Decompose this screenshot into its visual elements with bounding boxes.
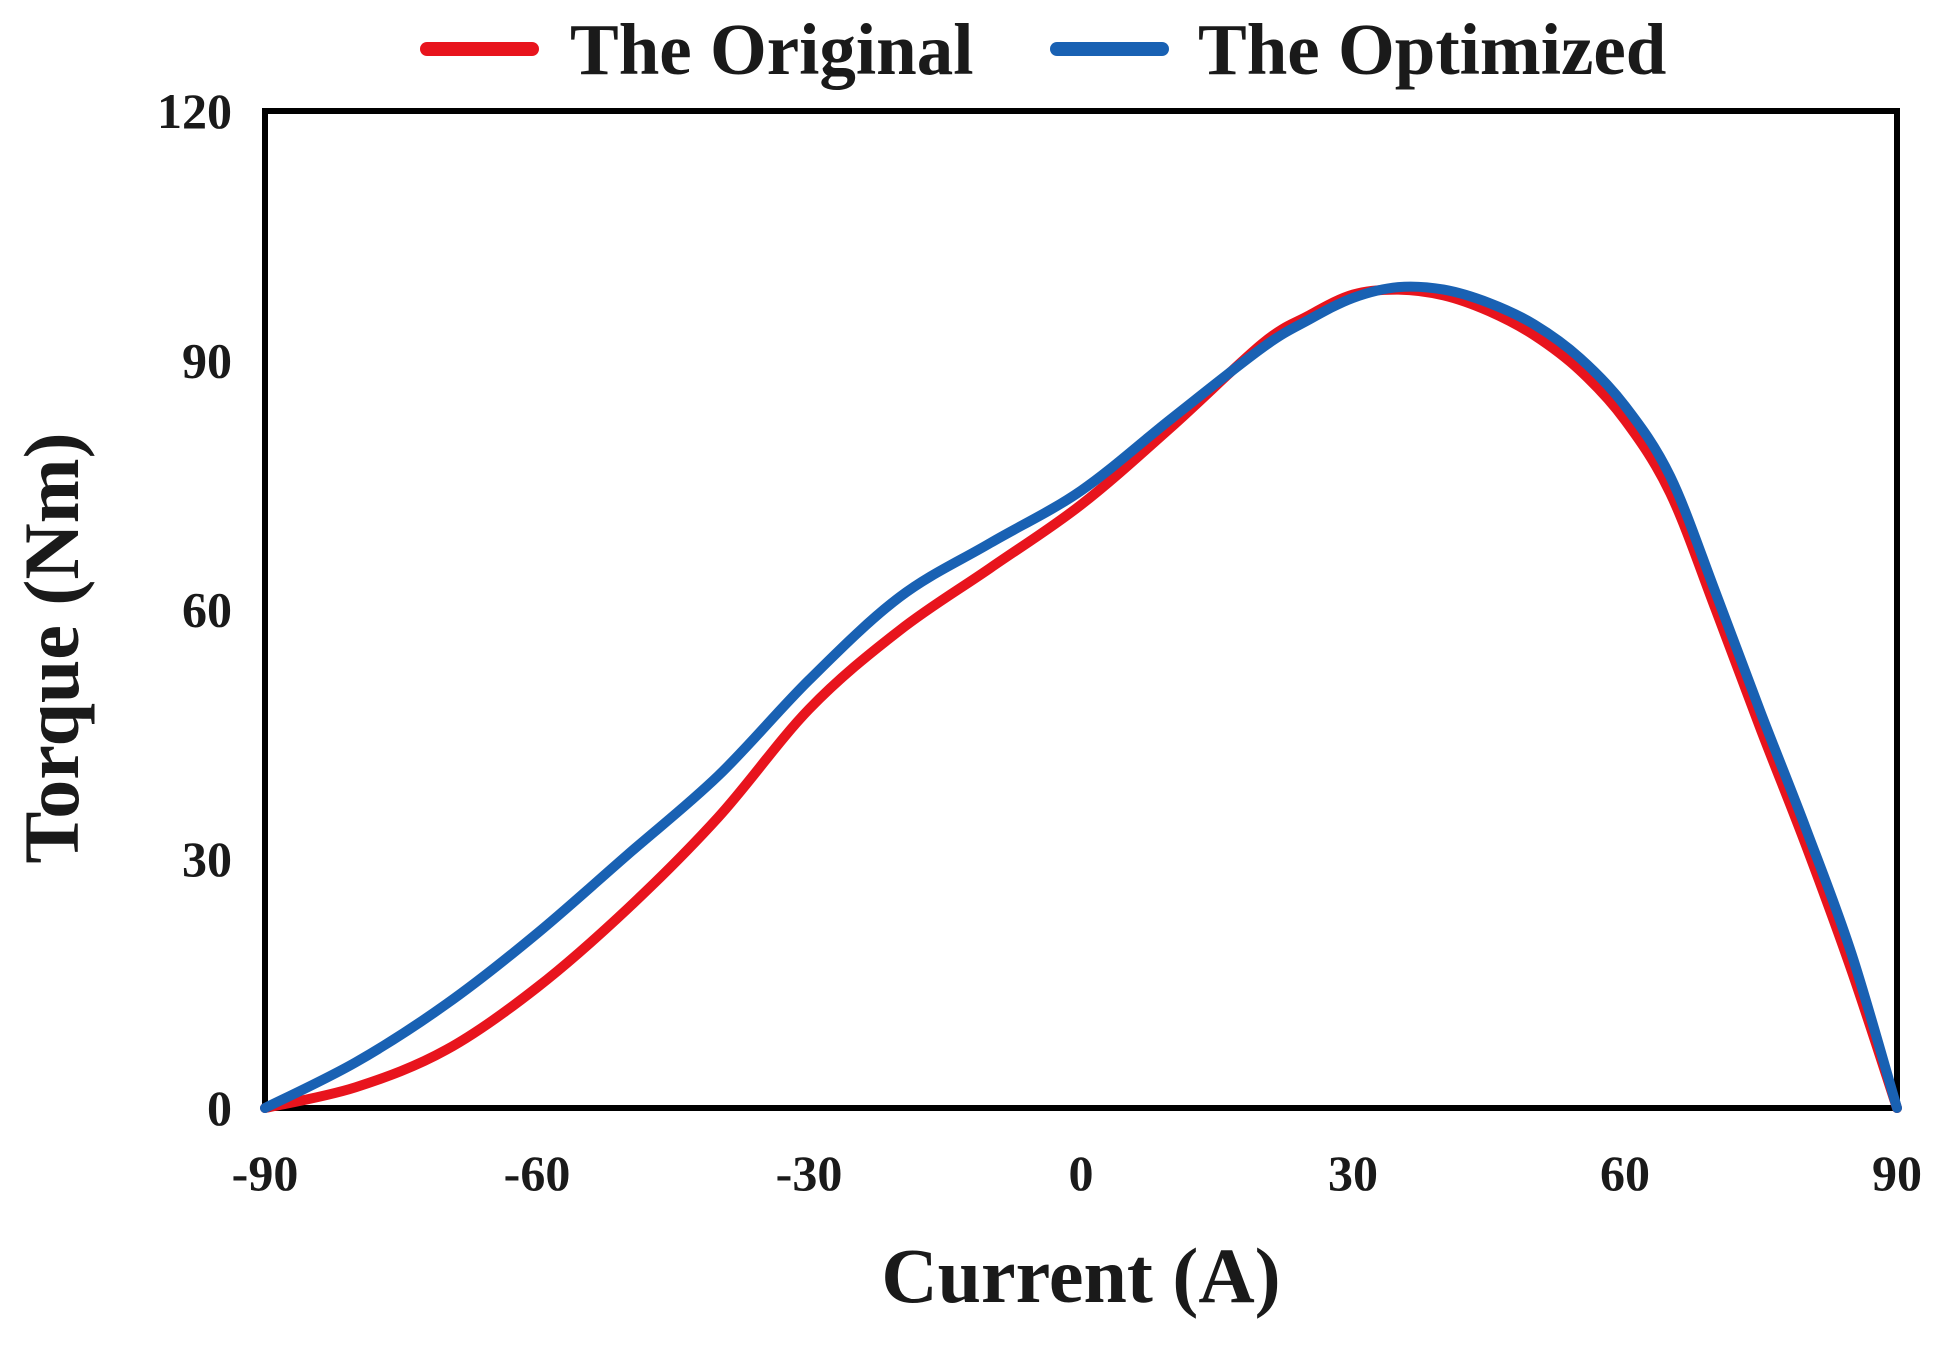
y-axis-title: Torque (Nm) bbox=[8, 432, 95, 863]
y-tick-labels: 0 30 60 90 120 bbox=[157, 83, 232, 1136]
legend-label-optimized: The Optimized bbox=[1198, 9, 1666, 90]
x-axis-title: Current (A) bbox=[881, 1232, 1280, 1319]
x-tick-label: 60 bbox=[1600, 1145, 1650, 1201]
x-tick-label: 30 bbox=[1328, 1145, 1378, 1201]
plot-area-border bbox=[262, 108, 1900, 1111]
x-tick-label: -30 bbox=[776, 1145, 843, 1201]
legend-label-original: The Original bbox=[570, 9, 974, 90]
y-tick-label: 30 bbox=[182, 831, 232, 887]
y-tick-label: 90 bbox=[182, 332, 232, 388]
x-tick-label: 90 bbox=[1872, 1145, 1922, 1201]
y-tick-label: 60 bbox=[182, 582, 232, 638]
series-line-optimized bbox=[260, 281, 1902, 1113]
x-tick-label: -90 bbox=[232, 1145, 299, 1201]
x-tick-labels: -90 -60 -30 0 30 60 90 bbox=[232, 1145, 1922, 1201]
x-tick-label: -60 bbox=[504, 1145, 571, 1201]
x-tick-label: 0 bbox=[1069, 1145, 1094, 1201]
series-group bbox=[260, 281, 1902, 1113]
y-tick-label: 120 bbox=[157, 83, 232, 139]
legend: The Original The Optimized bbox=[420, 9, 1666, 90]
series-line-original bbox=[260, 284, 1902, 1113]
y-tick-label: 0 bbox=[207, 1080, 232, 1136]
